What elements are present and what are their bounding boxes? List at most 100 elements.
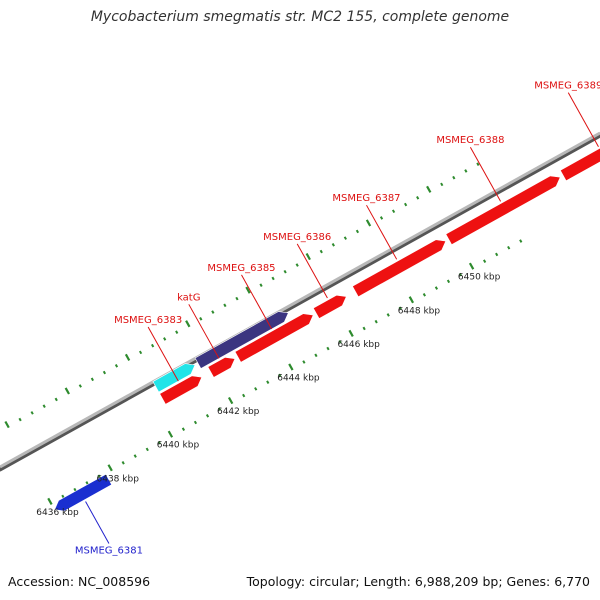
tick-mark-upper [283, 269, 287, 274]
tick-mark-lower [133, 454, 137, 458]
tick-mark-upper [42, 404, 46, 408]
tick-label: 6448 kbp [398, 306, 441, 316]
tick-mark-lower [507, 245, 511, 250]
tick-mark-lower [314, 353, 318, 358]
gene-leader-line [567, 92, 599, 147]
tick-mark-upper [54, 397, 58, 402]
tick-mark-upper [355, 229, 360, 234]
tick-mark-upper [124, 353, 131, 361]
gene-leader-line [147, 326, 179, 382]
tick-mark-lower [85, 481, 89, 485]
gene-leader-line [241, 274, 273, 330]
gene-leader-line [366, 204, 398, 260]
tick-mark-upper [440, 182, 444, 187]
tick-mark-lower [242, 393, 246, 398]
feature-highlight [194, 311, 289, 369]
tick-mark-upper [102, 370, 107, 375]
tick-mark-lower [266, 380, 270, 384]
gene-leader-line [85, 501, 110, 544]
tick-mark-lower [519, 239, 523, 243]
gene-katg [207, 357, 236, 378]
tick-label: 6450 kbp [458, 273, 501, 283]
tick-mark-upper [90, 377, 94, 382]
tick-mark-upper [271, 276, 275, 281]
tick-mark-lower [73, 487, 77, 492]
tick-label: 6444 kbp [277, 374, 320, 384]
gene-msmeg-6381 [54, 473, 113, 512]
tick-mark-upper [404, 202, 408, 207]
tick-mark-lower [408, 296, 415, 304]
tick-mark-lower [157, 440, 161, 445]
tick-mark-lower [386, 313, 390, 317]
tick-mark-upper [319, 249, 323, 254]
tick-mark-upper [64, 387, 70, 395]
gene-msmeg-6386 [312, 294, 347, 319]
tick-mark-upper [151, 343, 155, 348]
tick-mark-lower [167, 430, 174, 438]
tick-mark-upper [78, 384, 82, 388]
tick-mark-lower [338, 340, 342, 344]
feature-cyan [152, 363, 196, 393]
tick-mark-upper [416, 196, 420, 200]
tick-mark-upper [452, 175, 456, 180]
tick-mark-upper [138, 350, 143, 355]
tick-mark-lower [398, 306, 402, 311]
tick-mark-lower [181, 427, 186, 432]
backbone-layer [0, 131, 600, 472]
tick-label: 6446 kbp [337, 340, 380, 350]
gene-label: MSMEG_6387 [332, 193, 400, 204]
tick-mark-lower [302, 360, 306, 364]
tick-mark-upper [331, 243, 335, 247]
gene-leader-line [188, 304, 220, 359]
tick-mark-lower [121, 461, 125, 465]
tick-mark-lower [193, 420, 198, 425]
tick-mark-upper [379, 216, 384, 220]
tick-mark-lower [278, 373, 282, 378]
tick-mark-upper [295, 263, 299, 267]
tick-label: 6440 kbp [157, 441, 200, 451]
tick-mark-lower [374, 319, 378, 324]
tick-mark-lower [227, 396, 234, 405]
tick-mark-upper [305, 252, 311, 261]
tick-mark-lower [145, 447, 149, 452]
tick-mark-upper [175, 330, 179, 335]
tick-mark-lower [458, 272, 463, 277]
tick-mark-upper [259, 283, 263, 287]
tick-mark-lower [97, 474, 101, 479]
tick-mark-lower [47, 497, 53, 505]
tick-mark-upper [199, 316, 203, 321]
gene-label: MSMEG_6383 [114, 315, 182, 326]
tick-label: 6436 kbp [36, 508, 79, 518]
tick-label: 6438 kbp [97, 474, 140, 484]
backbone-shadow [0, 132, 600, 472]
tick-mark-lower [446, 279, 451, 284]
tick-mark-lower [495, 252, 499, 257]
gene-label: MSMEG_6386 [263, 232, 331, 243]
gene-leader-line [469, 146, 502, 202]
tick-mark-upper [365, 219, 372, 227]
tick-mark-lower [362, 326, 366, 331]
tick-mark-lower [61, 494, 65, 499]
tick-mark-lower [434, 286, 439, 290]
tick-mark-lower [483, 259, 487, 263]
tick-mark-lower [205, 413, 210, 418]
accession-text: Accession: NC_008596 [8, 574, 151, 589]
gene-msmeg-6388 [445, 175, 561, 246]
label-layer: 6436 kbp 6438 kbp 6440 kbp 6442 kbp 6444 kbp… [36, 81, 600, 557]
gene-label: MSMEG_6388 [436, 135, 504, 146]
gene-msmeg-6383 [159, 375, 203, 405]
gene-label: MSMEG_6385 [207, 263, 275, 274]
tick-mark-lower [254, 387, 258, 391]
tick-mark-upper [223, 303, 227, 308]
tick-mark-upper [235, 296, 239, 301]
gene-msmeg-6385 [234, 313, 314, 363]
tick-mark-upper [185, 320, 191, 328]
gene-msmeg-6387 [352, 239, 447, 298]
tick-mark-upper [211, 310, 215, 314]
tick-mark-upper [30, 411, 34, 415]
tick-mark-upper [245, 286, 251, 294]
tick-mark-lower [348, 329, 354, 337]
tick-mark-upper [391, 209, 396, 214]
tick-mark-upper [476, 162, 480, 167]
